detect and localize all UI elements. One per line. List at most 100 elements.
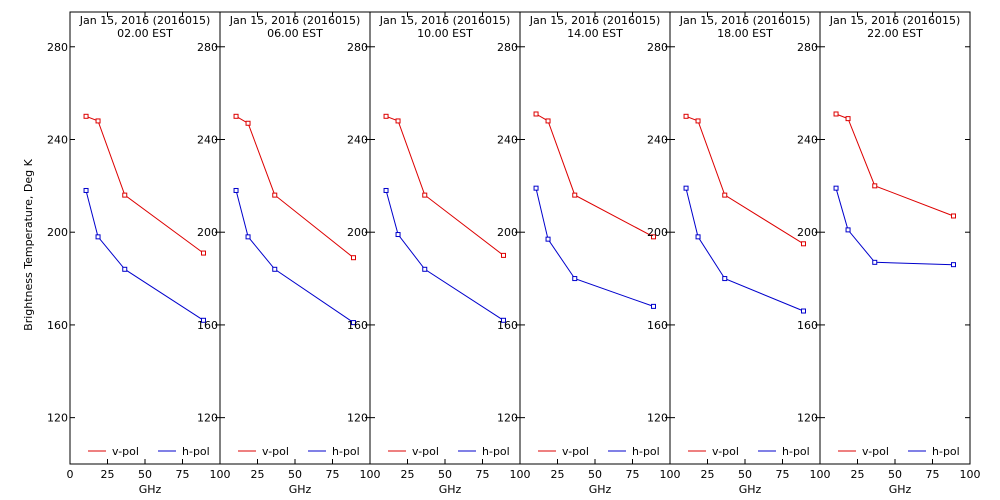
panel-title: Jan 15, 2016 (2016015) [829,14,961,27]
data-point-v-pol [545,118,551,124]
x-tick-label: 100 [210,468,231,481]
y-tick-label: 240 [197,133,218,146]
data-point-h-pol [533,185,539,191]
data-point-h-pol [501,317,506,323]
data-point-h-pol [83,187,89,193]
x-tick-label: 25 [701,468,715,481]
x-tick-label: 50 [738,468,752,481]
y-tick-label: 160 [797,319,818,332]
y-tick-label: 200 [497,226,518,239]
y-tick-label: 280 [197,41,218,54]
panel-title: Jan 15, 2016 (2016015) [229,14,361,27]
legend-label-v-pol: v-pol [262,445,289,458]
data-point-h-pol [695,234,701,240]
panel-title: Jan 15, 2016 (2016015) [679,14,811,27]
x-tick-label: 75 [476,468,490,481]
y-tick-label: 160 [497,319,518,332]
panel-1: Jan 15, 2016 (2016015)02.00 EST 120 160 200… [47,11,231,496]
y-tick-label: 120 [197,412,218,425]
data-point-v-pol [383,113,389,119]
y-tick-label: 280 [497,41,518,54]
data-point-h-pol [201,317,206,323]
y-tick-label: 280 [347,41,368,54]
y-tick-label: 280 [47,41,68,54]
x-tick-label: 75 [176,468,190,481]
data-point-v-pol [951,213,956,219]
panel-2: Jan 15, 2016 (2016015)06.00 EST 120 160 200… [197,11,381,496]
data-point-h-pol [272,266,278,272]
x-tick-label: 75 [926,468,940,481]
y-tick-label: 120 [347,412,368,425]
data-point-v-pol [272,192,278,198]
y-tick-label: 280 [797,41,818,54]
data-point-v-pol [572,192,578,198]
y-tick-label: 240 [47,133,68,146]
data-point-v-pol [695,118,701,124]
data-point-v-pol [233,113,239,119]
x-tick-label: 25 [401,468,415,481]
x-axis-label: GHz [889,483,912,496]
x-tick-label: 0 [67,468,74,481]
x-tick-label: 75 [776,468,790,481]
y-tick-label: 160 [47,319,68,332]
series-line-v-pol [835,113,954,217]
panel-3: Jan 15, 2016 (2016015)10.00 EST 120 160 200… [347,11,531,496]
data-point-h-pol [95,234,101,240]
legend-label-v-pol: v-pol [412,445,439,458]
x-tick-label: 100 [510,468,531,481]
series-line-h-pol [835,188,954,266]
data-point-v-pol [351,255,356,261]
series-line-h-pol [85,190,204,321]
y-tick-label: 200 [47,226,68,239]
y-tick-label: 240 [497,133,518,146]
data-point-v-pol [651,234,656,240]
x-axis-label: GHz [589,483,612,496]
x-tick-label: 25 [251,468,265,481]
series-line-v-pol [85,115,204,254]
panel-title: Jan 15, 2016 (2016015) [379,14,511,27]
series-line-h-pol [685,188,804,312]
x-tick-label: 100 [960,468,981,481]
y-axis-label: Brightness Temperature, Deg K [22,158,35,330]
y-tick-label: 160 [197,319,218,332]
panel-time: 10.00 EST [417,27,473,40]
x-tick-label: 50 [888,468,902,481]
data-point-v-pol [872,183,878,189]
data-point-h-pol [351,320,356,326]
panel-5: Jan 15, 2016 (2016015)18.00 EST 120 160 200… [647,11,831,496]
data-point-h-pol [545,236,551,242]
data-point-v-pol [201,250,206,256]
x-tick-label: 100 [660,468,681,481]
data-point-v-pol [683,113,689,119]
y-tick-label: 120 [497,412,518,425]
data-point-h-pol [572,276,578,282]
data-point-v-pol [801,241,806,247]
series-line-v-pol [235,115,354,259]
data-point-h-pol [422,266,428,272]
data-point-v-pol [501,252,506,258]
x-tick-label: 50 [438,468,452,481]
legend-label-v-pol: v-pol [712,445,739,458]
series-line-v-pol [385,115,504,256]
panel-time: 18.00 EST [717,27,773,40]
series-line-v-pol [535,113,654,238]
data-point-v-pol [122,192,128,198]
data-point-v-pol [395,118,401,124]
x-axis-label: GHz [139,483,162,496]
legend-label-h-pol: h-pol [182,445,210,458]
data-point-v-pol [422,192,428,198]
legend-label-h-pol: h-pol [632,445,660,458]
data-point-v-pol [533,111,539,117]
x-tick-label: 25 [851,468,865,481]
data-point-h-pol [683,185,689,191]
y-tick-label: 160 [647,319,668,332]
x-tick-label: 100 [360,468,381,481]
x-tick-label: 50 [288,468,302,481]
data-point-h-pol [845,227,851,233]
x-tick-label: 25 [551,468,565,481]
series-line-h-pol [535,188,654,307]
panel-time: 14.00 EST [567,27,623,40]
panel-title: Jan 15, 2016 (2016015) [529,14,661,27]
series-line-h-pol [235,190,354,324]
